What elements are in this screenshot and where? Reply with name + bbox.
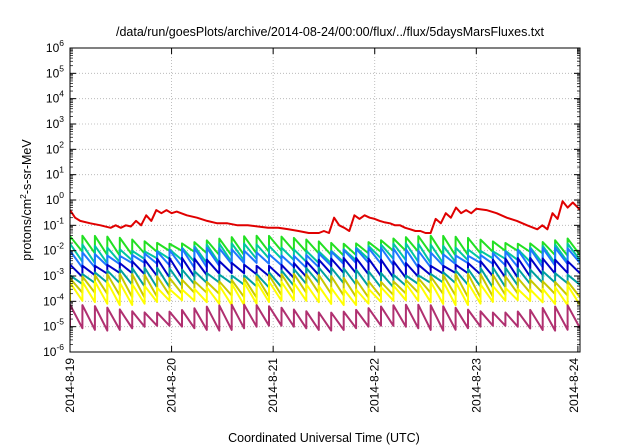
x-tick-label: 2014-8-19	[63, 358, 77, 413]
x-tick-label: 2014-8-22	[368, 358, 382, 413]
y-tick-label: 102	[46, 139, 64, 156]
series-line	[70, 280, 580, 307]
y-tick-label: 10-6	[43, 342, 64, 359]
x-tick-label: 2014-8-21	[266, 358, 280, 413]
series-line	[70, 303, 580, 332]
y-tick-label: 10-2	[43, 241, 64, 258]
y-tick-label: 103	[46, 114, 64, 131]
grid-lines	[70, 48, 580, 352]
chart-title: /data/run/goesPlots/archive/2014-08-24/0…	[116, 25, 545, 39]
y-tick-label: 104	[46, 89, 64, 106]
y-axis-label: protons/cm2-s-sr-MeV	[18, 139, 34, 261]
x-tick-label: 2014-8-23	[469, 358, 483, 413]
y-tick-label: 105	[46, 63, 64, 80]
x-tick-labels: 2014-8-19 2014-8-20 2014-8-21 2014-8-22 2014…	[63, 48, 581, 413]
y-tick-labels: 10-6 10-5 10-4 10-3 10-2 10-1 100 101 102 103 104 1…	[43, 38, 580, 359]
x-tick-label: 2014-8-24	[567, 358, 581, 413]
y-axis-label-sup: 2	[18, 194, 28, 199]
y-tick-label: 106	[46, 38, 64, 55]
y-tick-label: 100	[46, 190, 64, 207]
y-tick-label: 10-5	[43, 317, 64, 334]
y-tick-label: 10-1	[43, 215, 64, 232]
y-tick-label: 10-4	[43, 291, 64, 308]
y-axis-label-main: protons/cm	[20, 199, 34, 261]
series-line	[70, 234, 580, 257]
series-line	[70, 200, 580, 234]
x-tick-label: 2014-8-20	[165, 358, 179, 413]
y-tick-label: 10-3	[43, 266, 64, 283]
x-axis-label: Coordinated Universal Time (UTC)	[228, 431, 420, 445]
series-lines	[70, 200, 580, 332]
y-tick-label: 101	[46, 165, 64, 182]
y-axis-label-tail: -s-sr-MeV	[20, 139, 34, 195]
